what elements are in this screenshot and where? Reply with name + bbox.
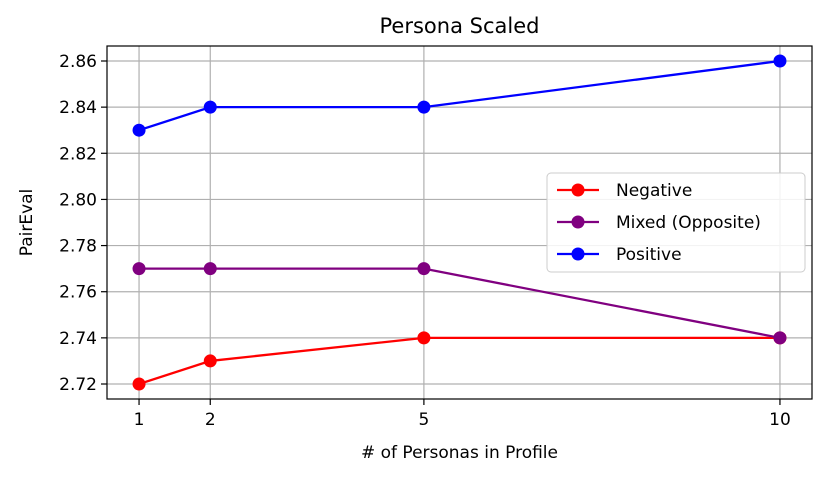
legend-label: Positive (616, 245, 682, 265)
data-point (417, 100, 431, 114)
y-tick-label: 2.72 (59, 375, 97, 395)
legend-marker (571, 183, 585, 197)
y-tick-label: 2.82 (59, 144, 97, 164)
data-point (417, 262, 431, 276)
y-tick-label: 2.76 (59, 283, 97, 303)
series-line (138, 59, 781, 132)
legend-marker (571, 215, 585, 229)
data-point (203, 262, 217, 276)
legend-label: Mixed (Opposite) (616, 213, 761, 233)
legend-box (546, 172, 806, 273)
x-tick-label: 2 (205, 410, 216, 430)
y-tick-label: 2.86 (59, 52, 97, 72)
plot-frame (106, 45, 813, 400)
legend: Negative Mixed (Opposite) Positive (546, 172, 806, 273)
y-axis-label: PairEval (17, 189, 37, 257)
data-point (132, 377, 146, 391)
data-point (132, 123, 146, 137)
y-tick-label: 2.84 (59, 98, 97, 118)
data-point (417, 331, 431, 345)
data-point (203, 100, 217, 114)
x-axis-label: # of Personas in Profile (361, 443, 558, 463)
legend-label: Negative (616, 181, 692, 201)
series-line (139, 267, 781, 339)
axis-ticks: 1 2 5 10 2.72 2.74 2.76 2.78 2.80 2.82 2.84 2.86 (59, 52, 791, 430)
chart-title: Persona Scaled (380, 14, 540, 38)
data-point (773, 54, 787, 68)
x-tick-label: 5 (418, 410, 429, 430)
series-line (138, 336, 780, 386)
data-point (773, 331, 787, 345)
x-tick-label: 1 (134, 410, 145, 430)
y-tick-label: 2.78 (59, 237, 97, 257)
legend-marker (571, 247, 585, 261)
data-point (132, 262, 146, 276)
x-tick-label: 10 (769, 410, 791, 430)
series-lines (132, 54, 787, 391)
y-tick-label: 2.74 (59, 329, 97, 349)
y-tick-label: 2.80 (59, 190, 97, 210)
data-point (203, 354, 217, 368)
